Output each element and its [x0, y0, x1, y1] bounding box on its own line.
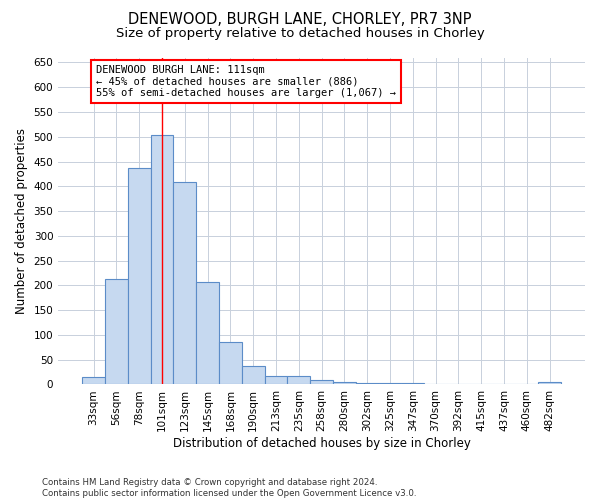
Bar: [333, 382, 356, 384]
Bar: [196, 282, 219, 384]
Bar: [82, 377, 105, 384]
Bar: [265, 376, 287, 384]
Bar: [538, 382, 561, 384]
Text: DENEWOOD BURGH LANE: 111sqm
← 45% of detached houses are smaller (886)
55% of se: DENEWOOD BURGH LANE: 111sqm ← 45% of det…: [96, 65, 396, 98]
Bar: [356, 383, 379, 384]
Bar: [128, 168, 151, 384]
Bar: [242, 366, 265, 384]
Bar: [310, 380, 333, 384]
Bar: [287, 376, 310, 384]
Bar: [219, 342, 242, 384]
Bar: [379, 383, 401, 384]
Text: Size of property relative to detached houses in Chorley: Size of property relative to detached ho…: [116, 28, 484, 40]
Bar: [173, 182, 196, 384]
X-axis label: Distribution of detached houses by size in Chorley: Distribution of detached houses by size …: [173, 437, 470, 450]
Bar: [151, 136, 173, 384]
Text: Contains HM Land Registry data © Crown copyright and database right 2024.
Contai: Contains HM Land Registry data © Crown c…: [42, 478, 416, 498]
Bar: [105, 279, 128, 384]
Y-axis label: Number of detached properties: Number of detached properties: [15, 128, 28, 314]
Text: DENEWOOD, BURGH LANE, CHORLEY, PR7 3NP: DENEWOOD, BURGH LANE, CHORLEY, PR7 3NP: [128, 12, 472, 28]
